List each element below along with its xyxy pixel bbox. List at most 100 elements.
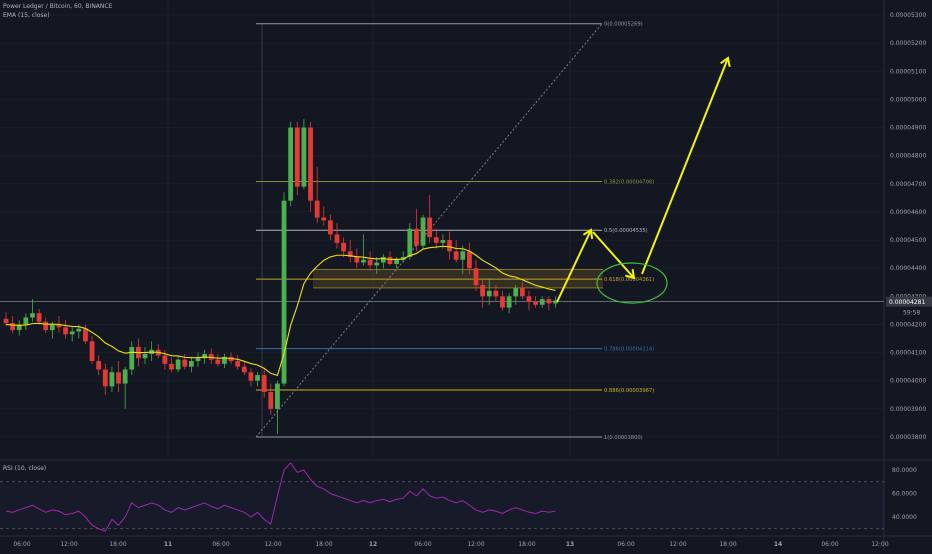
price-tick-label: 0.00004000 [890,378,926,385]
arrow-head [625,268,636,280]
rsi-tick-label: 40.0000 [892,514,917,521]
arrow-head [720,56,731,68]
candle-body [387,256,393,264]
candle-body [427,217,433,238]
candle-body [460,251,466,260]
candle-body [102,369,108,387]
candle-body [275,383,280,409]
candle-body [493,290,499,297]
fib-level-label: 0.618(0.00004361) [604,277,654,283]
candle-body [380,256,386,263]
candle-body [109,372,115,387]
time-tick-label: 11 [164,541,172,548]
candle-body [354,256,360,263]
candle-body [473,268,479,286]
fib-zone [313,269,603,288]
candle-body [182,359,188,367]
candle-body [321,217,327,221]
time-tick-label: 12:00 [669,541,686,548]
price-tick-label: 0.00003800 [890,434,926,441]
time-tick-label: 06:00 [821,541,838,548]
time-tick-label: 12:00 [60,541,77,548]
fibonacci-retracement[interactable]: 0(0.00005269) 0.382(0.00004708) 0.5(0.0000… [255,22,654,441]
candle-body [301,127,307,187]
candle-body [539,299,545,305]
time-tick-label: 06:00 [414,541,431,548]
projection-arrow [556,229,592,303]
candle-body [308,127,313,201]
candle-body [374,262,380,266]
candle-body [235,361,241,367]
time-tick-label: 12:00 [871,541,888,548]
axes: 0.00005300 0.00005200 0.00005100 0.00005000… [13,12,932,548]
time-tick-label: 13 [566,541,574,548]
price-tick-label: 0.00005200 [890,40,926,47]
projection-arrow [641,57,729,275]
price-tick-label: 0.00004800 [890,153,926,160]
candle-body [327,220,333,235]
candle-body [394,259,399,264]
symbol-title[interactable]: Power Ledger / Bitcoin, 60, BINANCE [3,3,113,10]
candle-body [122,369,128,384]
candle-body [36,313,42,322]
time-tick-label: 18:00 [315,541,332,548]
candle-body [255,375,260,381]
candle-body [314,200,320,218]
fib-level-label: 1(0.00003800) [604,435,643,441]
candle-body [30,313,35,318]
candle-body [3,318,9,324]
candle-body [195,358,201,362]
candle-body [467,251,472,269]
price-tick-label: 0.00004100 [890,350,926,357]
candle-body [341,242,347,252]
candle-body [288,127,294,201]
candle-body [208,354,214,360]
arrow-head [582,228,594,240]
candle-body [453,251,459,260]
fib-level-label: 0.886(0.00003967) [604,388,654,394]
candle-body [215,359,221,364]
candle-body [188,361,194,367]
candle-body [334,234,340,243]
candle-body [400,256,406,260]
drawings[interactable] [556,56,731,304]
last-price-badge [886,296,932,307]
price-tick-label: 0.00004500 [890,237,926,244]
candle-body [347,251,353,257]
candle-body [56,324,62,328]
ema-legend[interactable]: EMA (15, close) [3,12,50,19]
time-tick-label: 14 [774,541,782,548]
time-tick-label: 06:00 [212,541,229,548]
price-tick-label: 0.00004400 [890,265,926,272]
rsi-legend[interactable]: RSI (10, close) [3,465,47,472]
candle-body [83,328,88,342]
candle-body [116,372,121,384]
rsi-pane [0,462,884,532]
candle-body [89,341,95,362]
candle-body [241,366,247,373]
candle-body [169,363,174,370]
last-price-value: 0.00004281 [889,299,925,306]
ema-series [5,245,556,377]
candle-body [447,240,452,252]
candle-body [10,323,16,331]
candle-body [526,296,532,302]
time-tick-label: 18:00 [109,541,126,548]
candle-body [546,299,552,304]
candle-body [261,375,267,392]
candle-body [367,259,373,266]
fib-level-label: 0.382(0.00004708) [604,180,654,186]
time-tick-label: 12 [369,541,377,548]
candle-body [142,354,148,359]
candle-body [414,228,419,246]
candle-body [63,327,68,335]
price-tick-label: 0.00005300 [890,12,926,19]
candle-body [16,324,22,331]
candle-body [433,237,439,243]
time-tick-label: 18:00 [518,541,535,548]
candle-body [407,228,413,257]
price-tick-label: 0.00004200 [890,321,926,328]
rsi-series [5,462,556,532]
